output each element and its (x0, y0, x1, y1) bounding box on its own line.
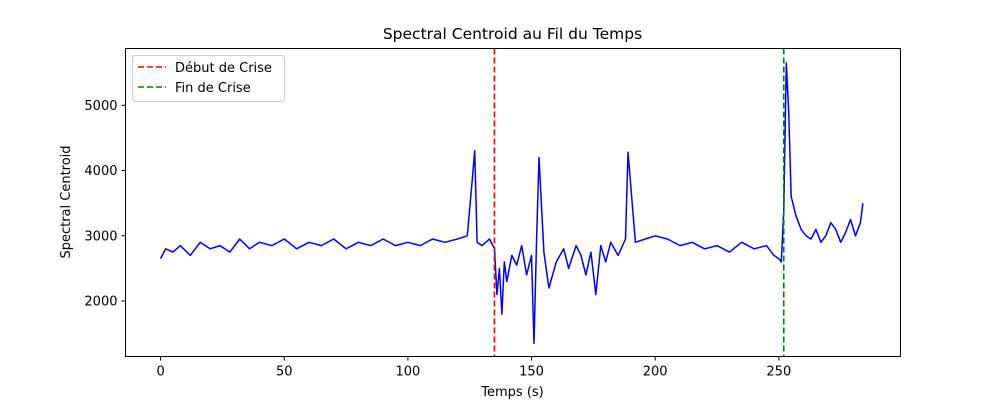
event-markers (493, 48, 785, 357)
x-axis-label: Temps (s) (480, 385, 543, 400)
x-tick-label: 250 (766, 365, 791, 380)
y-tick-label: 3000 (84, 229, 117, 244)
legend-label-debut-de-crise: Début de Crise (175, 61, 272, 76)
axes-frame (125, 48, 901, 357)
y-axis-label: Spectral Centroid (59, 145, 74, 258)
legend-box (132, 55, 285, 102)
x-tick-label: 0 (156, 365, 164, 380)
y-tick-label: 4000 (84, 164, 117, 179)
chart-title: Spectral Centroid au Fil du Temps (383, 25, 642, 43)
x-axis-ticks: 0 50 100 150 200 250 (156, 356, 791, 380)
legend: Début de Crise Fin de Crise (132, 55, 285, 102)
legend-label-fin-de-crise: Fin de Crise (175, 81, 251, 96)
x-tick-label: 150 (519, 365, 544, 380)
y-axis-ticks: 2000 3000 4000 5000 (84, 99, 126, 310)
x-tick-label: 200 (643, 365, 668, 380)
x-tick-label: 100 (395, 365, 420, 380)
plot-area (159, 62, 864, 345)
y-tick-label: 5000 (84, 99, 117, 114)
y-tick-label: 2000 (84, 295, 117, 310)
x-tick-label: 50 (276, 365, 293, 380)
series-line-0 (159, 62, 864, 345)
